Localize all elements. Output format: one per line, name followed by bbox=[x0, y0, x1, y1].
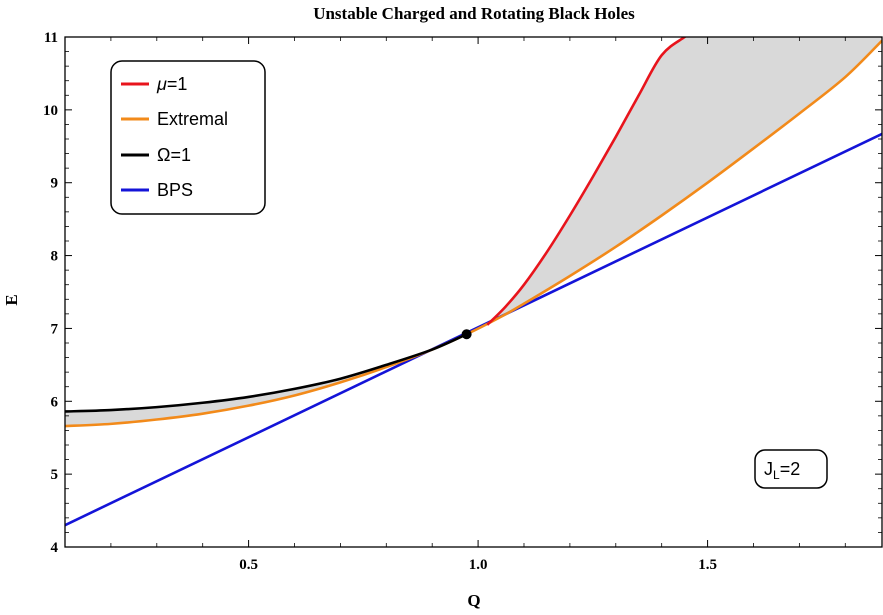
series-lines bbox=[65, 37, 882, 527]
shaded-regions bbox=[65, 37, 882, 427]
plot-frame bbox=[64, 36, 883, 548]
x-tick-label: 1.0 bbox=[469, 557, 488, 573]
legend: μ=1 Extremal Ω=1 BPS bbox=[110, 60, 266, 215]
annotation-box bbox=[754, 449, 828, 489]
y-axis-label: E bbox=[2, 294, 21, 305]
intersection-point bbox=[461, 329, 472, 340]
x-tick-label: 0.5 bbox=[239, 557, 258, 573]
chart-title: Unstable Charged and Rotating Black Hole… bbox=[313, 4, 635, 23]
legend-label-bps: BPS bbox=[157, 180, 193, 200]
legend-label-mu: μ=1 bbox=[156, 74, 187, 94]
y-tick-label: 8 bbox=[51, 249, 59, 265]
jl-annotation: JL=2 bbox=[754, 449, 828, 489]
y-tick-label: 11 bbox=[44, 30, 58, 46]
legend-box bbox=[110, 60, 266, 215]
y-tick-label: 9 bbox=[51, 176, 59, 192]
y-tick-label: 4 bbox=[51, 540, 59, 556]
x-tick-label: 1.5 bbox=[698, 557, 717, 573]
series-line-mu bbox=[486, 37, 687, 326]
y-tick-label: 5 bbox=[51, 467, 59, 483]
intersection-point-layer bbox=[461, 329, 472, 340]
series-line-omega bbox=[65, 333, 468, 413]
y-tick-label: 6 bbox=[51, 394, 59, 410]
series-line-extremal bbox=[65, 39, 882, 428]
annotation-text: JL=2 bbox=[764, 459, 800, 482]
shaded-region-1 bbox=[65, 334, 467, 427]
axis-ticks: 0.5 1.0 1.5 4 5 6 7 8 9 10 11 bbox=[43, 30, 882, 573]
x-axis-label: Q bbox=[467, 591, 480, 610]
shaded-region-2 bbox=[487, 37, 882, 325]
y-tick-label: 10 bbox=[43, 103, 58, 119]
legend-label-extremal: Extremal bbox=[157, 109, 228, 129]
y-tick-label: 7 bbox=[51, 321, 59, 337]
legend-label-omega: Ω=1 bbox=[157, 145, 191, 165]
